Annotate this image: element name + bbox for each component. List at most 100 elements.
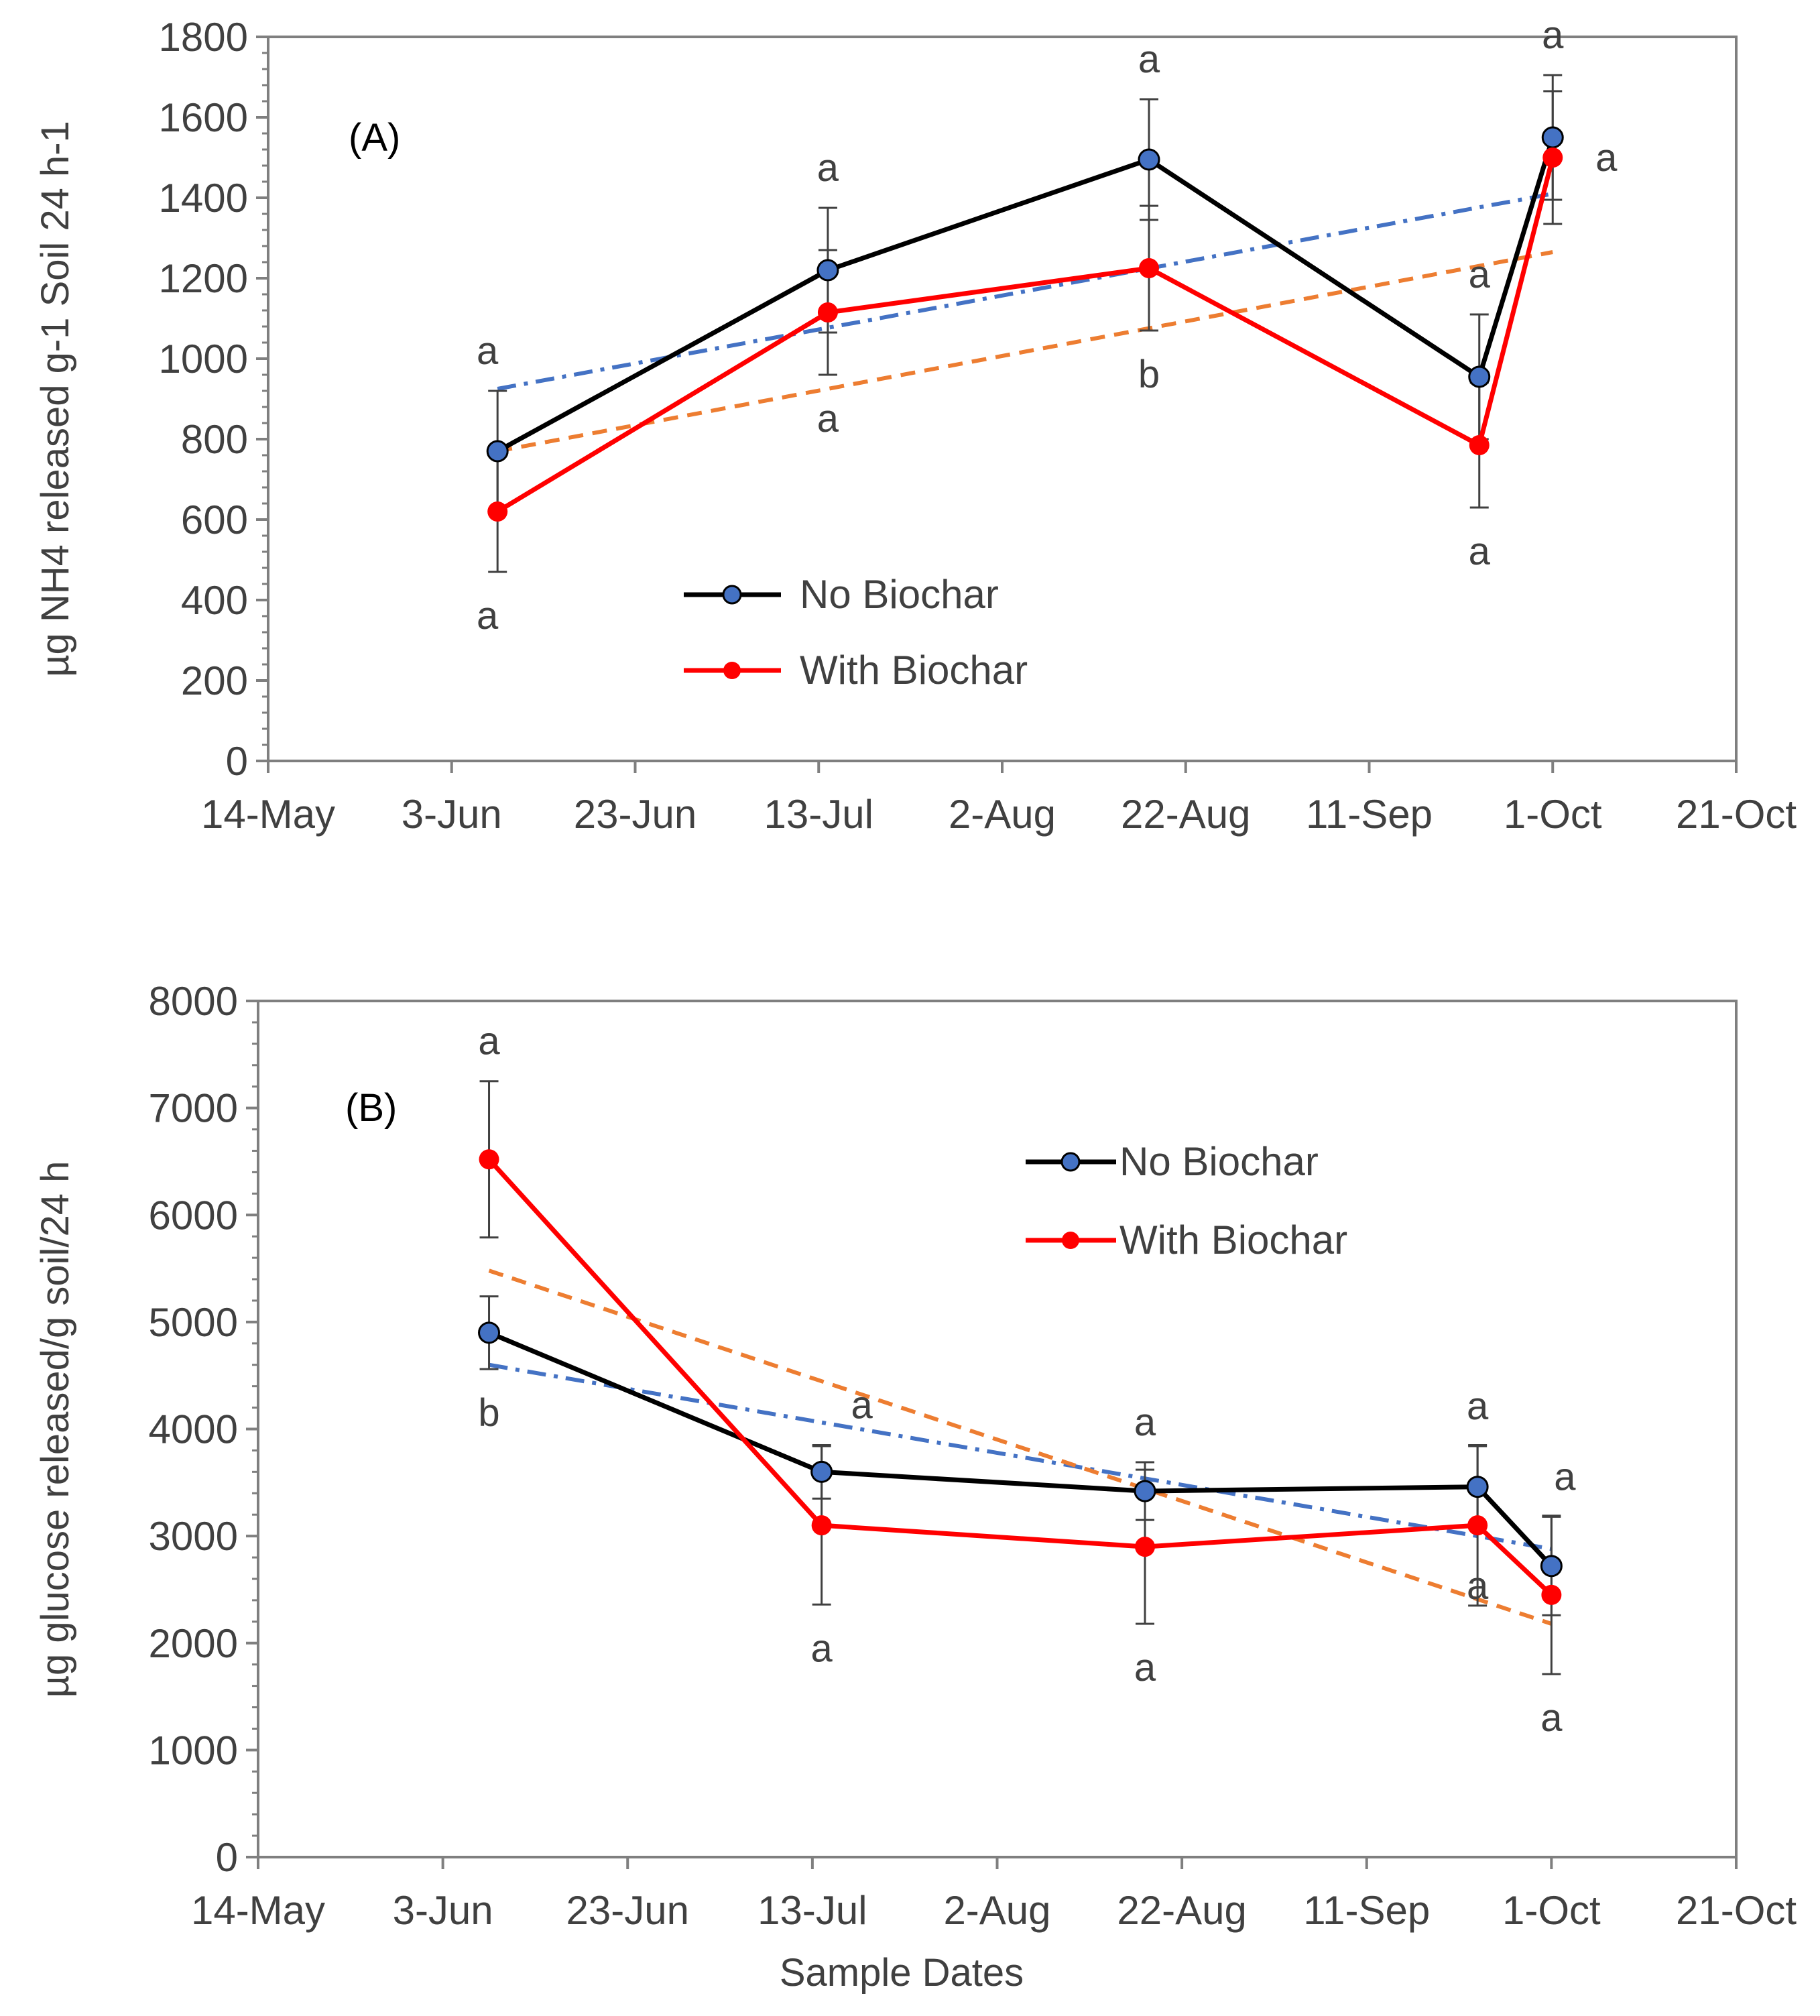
x-tick-label-a: 21-Oct — [1676, 792, 1797, 837]
significance-letter-no-biochar-b: a — [1467, 1384, 1489, 1428]
y-tick-label-b: 4000 — [149, 1407, 238, 1452]
x-tick-label-b: 21-Oct — [1676, 1888, 1797, 1933]
significance-letter-with-biochar-a: a — [817, 397, 839, 440]
y-tick-label-b: 8000 — [149, 979, 238, 1024]
legend-label-no-biochar-a: No Biochar — [800, 572, 999, 617]
trendline-with-biochar-b — [488, 1268, 1553, 1626]
significance-letters-b: b a a a a a a a a a — [478, 1020, 1576, 1740]
data-point-with-biochar-a — [1542, 147, 1563, 168]
trendlines-b — [488, 1268, 1553, 1626]
data-point-no-biochar-a — [1468, 365, 1491, 388]
chart-panel-b: 0 1000 2000 3000 4000 5000 6000 7000 8000 14-May… — [34, 979, 1797, 1995]
significance-letter-with-biochar-a: a — [1469, 530, 1491, 573]
x-tick-label-b: 11-Sep — [1303, 1888, 1430, 1933]
significance-letter-no-biochar-b: a — [1554, 1455, 1576, 1498]
x-tick-label-a: 1-Oct — [1504, 792, 1602, 837]
y-tick-label-b: 0 — [216, 1835, 238, 1880]
data-point-with-biochar-b — [811, 1515, 832, 1536]
data-point-no-biochar-b — [1134, 1480, 1156, 1502]
significance-letter-no-biochar-a: a — [477, 329, 499, 373]
data-point-no-biochar-a — [1541, 126, 1564, 149]
data-point-no-biochar-a — [1138, 148, 1160, 171]
y-tick-label-a: 600 — [181, 497, 248, 542]
trendline-with-biochar-a — [497, 250, 1553, 453]
panel-label-a: (A) — [349, 116, 400, 160]
legend-a: No Biochar With Biochar — [684, 572, 1028, 693]
y-axis-ticks-a: 0 200 400 600 800 1000 1200 1400 1600 1800 — [159, 15, 268, 784]
legend-marker-no-biochar-b — [1060, 1152, 1081, 1172]
x-tick-label-a: 2-Aug — [949, 792, 1056, 837]
y-axis-title-b: µg glucose released/g soil/24 h — [34, 1161, 77, 1698]
y-tick-label-a: 800 — [181, 417, 248, 462]
x-tick-label-b: 3-Jun — [393, 1888, 493, 1933]
x-tick-label-a: 22-Aug — [1121, 792, 1250, 837]
data-point-with-biochar-a — [487, 501, 508, 522]
y-tick-label-a: 1800 — [159, 15, 248, 60]
legend-label-no-biochar-b: No Biochar — [1119, 1139, 1319, 1184]
x-axis-ticks-b: 14-May 3-Jun 23-Jun 13-Jul 2-Aug 22-Aug 11-Sep… — [191, 1857, 1797, 1933]
data-point-no-biochar-b — [1466, 1476, 1489, 1498]
significance-letter-no-biochar-a: a — [1469, 253, 1491, 296]
significance-letter-with-biochar-a: a — [477, 594, 499, 638]
significance-letter-no-biochar-b: a — [851, 1383, 873, 1427]
x-tick-label-b: 22-Aug — [1117, 1888, 1246, 1933]
x-axis-title-b: Sample Dates — [780, 1951, 1024, 1995]
y-tick-label-a: 1600 — [159, 95, 248, 140]
data-point-with-biochar-a — [1139, 258, 1159, 278]
y-axis-ticks-b: 0 1000 2000 3000 4000 5000 6000 7000 8000 — [149, 979, 258, 1880]
data-point-no-biochar-b — [478, 1321, 501, 1344]
significance-letters-a: a a a a a a a b a a — [477, 13, 1618, 638]
x-tick-label-a: 11-Sep — [1306, 792, 1433, 837]
x-tick-label-b: 23-Jun — [566, 1888, 689, 1933]
y-tick-label-a: 0 — [226, 739, 248, 784]
significance-letter-no-biochar-b: a — [1134, 1401, 1156, 1444]
legend-label-with-biochar-b: With Biochar — [1119, 1218, 1347, 1262]
x-tick-label-a: 13-Jul — [764, 792, 873, 837]
y-tick-label-a: 200 — [181, 658, 248, 703]
x-tick-label-a: 3-Jun — [402, 792, 502, 837]
trendline-no-biochar-b — [489, 1362, 1552, 1551]
y-tick-label-b: 5000 — [149, 1300, 238, 1345]
significance-letter-with-biochar-b: a — [1134, 1646, 1156, 1689]
x-tick-label-a: 23-Jun — [574, 792, 696, 837]
legend-marker-with-biochar-b — [1062, 1232, 1079, 1249]
data-point-no-biochar-b — [1540, 1555, 1563, 1578]
y-tick-label-a: 1400 — [159, 176, 248, 221]
chart-panel-a: 0 200 400 600 800 1000 1200 1400 1600 1800 14-May… — [34, 13, 1797, 837]
y-tick-label-b: 6000 — [149, 1193, 238, 1238]
panel-label-b: (B) — [345, 1086, 397, 1130]
legend-label-with-biochar-a: With Biochar — [800, 648, 1028, 693]
data-point-with-biochar-b — [1467, 1515, 1488, 1536]
y-tick-label-b: 1000 — [149, 1728, 238, 1773]
y-axis-title-a: µg NH4 released g-1 Soil 24 h-1 — [34, 121, 77, 677]
y-tick-label-a: 1200 — [159, 256, 248, 301]
data-point-no-biochar-a — [486, 440, 509, 463]
trendlines-a — [497, 192, 1553, 453]
x-tick-label-a: 14-May — [201, 792, 335, 837]
significance-letter-with-biochar-a: b — [1138, 353, 1160, 396]
legend-marker-no-biochar-a — [722, 585, 742, 605]
significance-letter-no-biochar-a: a — [817, 146, 839, 190]
significance-letter-with-biochar-b: a — [811, 1626, 833, 1670]
x-tick-label-b: 1-Oct — [1502, 1888, 1601, 1933]
y-tick-label-a: 1000 — [159, 337, 248, 381]
data-point-with-biochar-a — [817, 302, 838, 322]
legend-marker-with-biochar-a — [723, 662, 741, 679]
significance-letter-with-biochar-b: a — [1540, 1696, 1563, 1740]
legend-b: No Biochar With Biochar — [1026, 1139, 1347, 1262]
y-tick-label-b: 2000 — [149, 1621, 238, 1666]
series-markers-a — [486, 126, 1564, 522]
y-tick-label-a: 400 — [181, 578, 248, 623]
significance-letter-with-biochar-b: a — [1467, 1564, 1489, 1608]
y-tick-label-b: 3000 — [149, 1514, 238, 1559]
y-tick-label-b: 7000 — [149, 1086, 238, 1131]
significance-letter-with-biochar-b: a — [478, 1020, 500, 1063]
x-tick-label-b: 14-May — [191, 1888, 325, 1933]
data-point-with-biochar-b — [479, 1149, 499, 1170]
data-point-with-biochar-b — [1541, 1584, 1562, 1605]
data-point-no-biochar-b — [810, 1460, 833, 1483]
data-point-with-biochar-b — [1135, 1537, 1155, 1557]
significance-letter-no-biochar-a: a — [1138, 38, 1160, 81]
x-tick-label-b: 2-Aug — [943, 1888, 1050, 1933]
